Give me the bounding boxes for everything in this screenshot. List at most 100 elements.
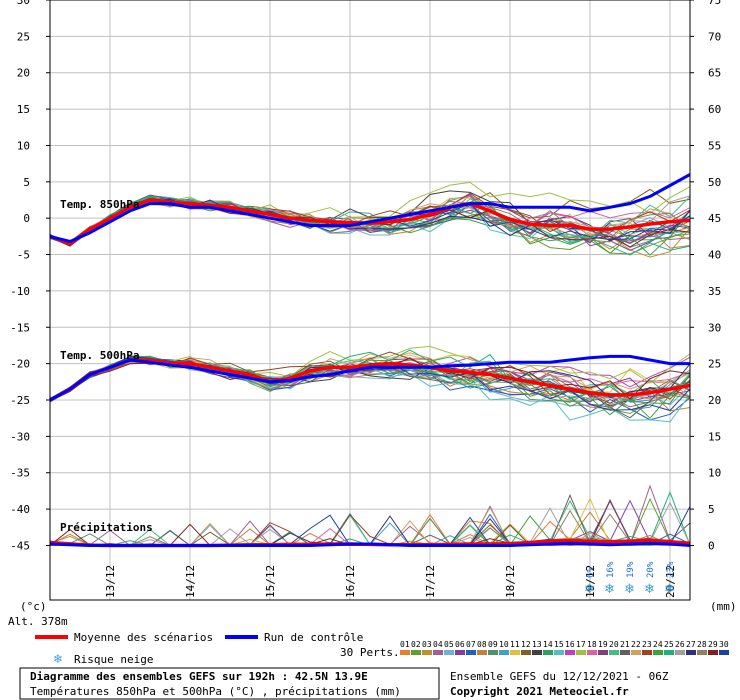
y-tick-label-right: 70: [708, 30, 721, 43]
pert-number: 06: [455, 640, 465, 649]
y-tick-label-left: -35: [10, 467, 30, 480]
label-t500: Temp. 500hPa: [60, 349, 139, 362]
y-tick-label-left: 10: [17, 139, 30, 152]
snow-risk-label: 6%: [586, 567, 596, 578]
y-tick-label-right: 20: [708, 394, 721, 407]
control-line-precip: [49, 541, 691, 547]
legend-control-label: Run de contrôle: [264, 631, 363, 644]
pert-number: 12: [521, 640, 531, 649]
plot-frame: [49, 0, 691, 601]
pert-swatch: [576, 650, 586, 655]
pert-swatch: [664, 650, 674, 655]
snow-risk-label: 19%: [626, 561, 636, 578]
pert-swatch: [455, 650, 465, 655]
altitude: Alt. 378m: [8, 615, 68, 628]
control-line-t500: [49, 354, 690, 402]
pert-swatch: [598, 650, 608, 655]
label-precip: Précipitations: [60, 521, 153, 534]
y-tick-label-right: 35: [708, 285, 721, 298]
y-tick-label-right: 75: [708, 0, 721, 7]
pert-swatch: [609, 650, 619, 655]
y-tick-label-right: 65: [708, 67, 721, 80]
y-tick-label-left: 20: [17, 67, 30, 80]
pert-swatch: [510, 650, 520, 655]
y-tick-label-right: 25: [708, 358, 721, 371]
right-unit: (mm): [710, 600, 737, 613]
pert-swatch: [565, 650, 575, 655]
legend-snow-label: Risque neige: [74, 653, 153, 666]
snow-risk-icon: ❄: [624, 582, 635, 597]
pert-legend: 01 02 03 04 05 06 07 08 09 10 11 12 13 14 15 16 17 18 19 20…: [400, 640, 729, 655]
snow-risk-icon: ❄: [644, 582, 655, 597]
pert-swatch: [620, 650, 630, 655]
snow-risk-icon: ❄: [604, 582, 615, 597]
pert-number: 04: [433, 640, 443, 649]
pert-number: 11: [510, 640, 520, 649]
snow-flake-icon: ❄: [53, 652, 63, 666]
x-date-label: 19/12: [584, 565, 597, 598]
info-box: [19, 667, 440, 700]
copyright: Copyright 2021 Meteociel.fr: [450, 685, 629, 698]
legend-mean-label: Moyenne des scénarios: [74, 631, 213, 644]
y-tick-label-left: -15: [10, 321, 30, 334]
pert-number: 05: [444, 640, 454, 649]
pert-swatch: [708, 650, 718, 655]
x-date-label: 18/12: [504, 565, 517, 598]
pert-number: 17: [576, 640, 586, 649]
y-tick-label-right: 45: [708, 212, 721, 225]
pert-number: 22: [631, 640, 641, 649]
pert-number: 09: [488, 640, 498, 649]
pert-number: 27: [686, 640, 696, 649]
pert-swatch: [499, 650, 509, 655]
y-tick-label-left: -30: [10, 430, 30, 443]
pert-number: 20: [609, 640, 619, 649]
legend-perts-label: 30 Perts.: [340, 646, 400, 659]
pert-number: 21: [620, 640, 630, 649]
pert-swatch: [686, 650, 696, 655]
axes: [46, 0, 694, 601]
pert-number: 28: [697, 640, 707, 649]
y-tick-label-left: 30: [17, 0, 30, 7]
pert-number: 25: [664, 640, 674, 649]
pert-swatch: [433, 650, 443, 655]
pert-number: 18: [587, 640, 597, 649]
mean-line-t500: [49, 358, 691, 402]
pert-swatch: [697, 650, 707, 655]
x-date-label: 14/12: [184, 565, 197, 598]
pert-swatch: [444, 650, 454, 655]
pert-swatch: [521, 650, 531, 655]
y-tick-label-right: 0: [708, 539, 715, 552]
pert-number: 29: [708, 640, 718, 649]
pert-number: 23: [642, 640, 652, 649]
pert-number: 30: [719, 640, 729, 649]
snow-risk-label: 23%: [666, 561, 676, 578]
pert-swatch: [543, 650, 553, 655]
pert-swatch: [488, 650, 498, 655]
pert-swatch: [642, 650, 652, 655]
pert-number: 16: [565, 640, 575, 649]
pert-swatch: [631, 650, 641, 655]
main-lines: [49, 173, 691, 548]
label-t850: Temp. 850hPa: [60, 198, 139, 211]
y-tick-label-left: -10: [10, 285, 30, 298]
x-date-label: 16/12: [344, 565, 357, 598]
y-tick-label-left: 5: [23, 176, 30, 189]
chart-subtitle: Températures 850hPa et 500hPa (°C) , pré…: [30, 685, 401, 698]
y-tick-label-left: -45: [10, 539, 30, 552]
y-tick-label-right: 30: [708, 321, 721, 334]
chart-title: Diagramme des ensembles GEFS sur 192h : …: [30, 670, 368, 683]
snow-risk-label: 16%: [606, 561, 616, 578]
pert-number: 24: [653, 640, 663, 649]
pert-swatch: [554, 650, 564, 655]
x-date-label: 20/12: [664, 565, 677, 598]
y-tick-label-left: -25: [10, 394, 30, 407]
y-tick-label-right: 10: [708, 467, 721, 480]
pert-swatch: [719, 650, 729, 655]
x-date-label: 13/12: [104, 565, 117, 598]
left-unit: (°c): [20, 600, 47, 613]
y-tick-label-right: 5: [708, 503, 715, 516]
snow-risk-label: 20%: [646, 561, 656, 578]
control-line-t850: [49, 173, 691, 243]
y-tick-label-right: 50: [708, 176, 721, 189]
y-tick-label-left: 0: [23, 212, 30, 225]
